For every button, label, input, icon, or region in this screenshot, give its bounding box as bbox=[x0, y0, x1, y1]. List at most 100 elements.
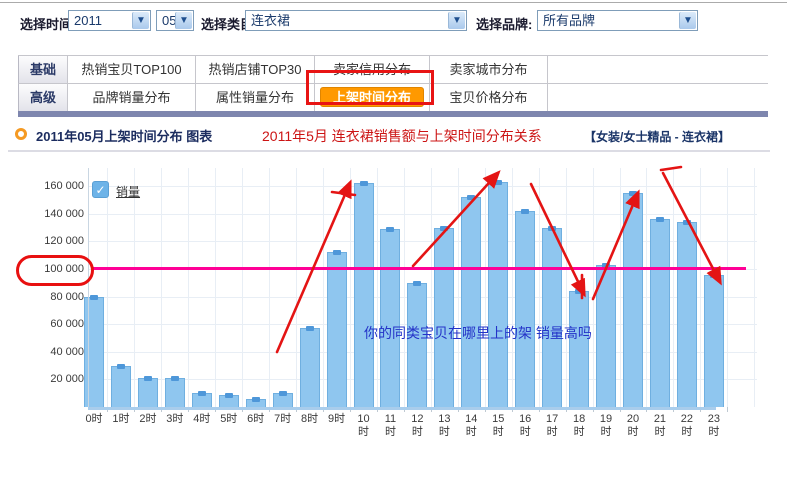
gridline-v bbox=[457, 168, 459, 407]
legend-checkbox[interactable]: ✓ bbox=[92, 181, 109, 198]
x-tick-label: 10 时 bbox=[357, 413, 370, 438]
x-tick-label: 18 时 bbox=[572, 413, 586, 438]
gridline-v bbox=[673, 168, 675, 407]
x-tick-label: 17 时 bbox=[546, 413, 559, 438]
page-title: 2011年05月上架时间分布 图表 bbox=[36, 129, 213, 144]
reference-line-100000 bbox=[93, 267, 746, 270]
bar-cap-marker bbox=[386, 226, 395, 232]
gridline-v bbox=[565, 168, 567, 407]
tab-group-basic-label: 基础 bbox=[18, 56, 68, 84]
tab-filler-advanced bbox=[548, 84, 768, 112]
chevron-down-icon[interactable]: ▼ bbox=[679, 12, 696, 29]
brand-select-value: 所有品牌 bbox=[543, 13, 596, 28]
x-tick-label: 16 时 bbox=[519, 413, 532, 438]
y-tick-label: 60 000 bbox=[50, 318, 84, 331]
x-tick-label: 0时 bbox=[85, 413, 103, 425]
gridline-v bbox=[376, 168, 378, 407]
bar-cap-marker bbox=[655, 217, 664, 223]
x-tick-label: 3时 bbox=[166, 413, 184, 425]
chevron-down-icon[interactable]: ▼ bbox=[132, 12, 149, 29]
y-tick-label: 100 000 bbox=[44, 263, 84, 275]
gridline-v bbox=[107, 168, 109, 407]
bar bbox=[596, 264, 617, 407]
bar bbox=[434, 227, 455, 407]
category-filter-label: 选择类目: bbox=[201, 17, 258, 32]
category-select[interactable]: 连衣裙 ▼ bbox=[245, 10, 467, 31]
gridline-v bbox=[161, 168, 163, 407]
x-tick-label: 21 时 bbox=[653, 413, 667, 438]
gridline-v bbox=[323, 168, 325, 407]
bar bbox=[299, 328, 320, 407]
bar bbox=[515, 211, 536, 407]
gridline-v bbox=[215, 168, 217, 407]
bar-cap-marker bbox=[305, 326, 314, 332]
bar bbox=[569, 291, 590, 407]
bar bbox=[488, 182, 509, 407]
x-tick-label: 12 时 bbox=[411, 413, 424, 438]
y-axis-line bbox=[88, 168, 89, 407]
year-select-value: 2011 bbox=[74, 13, 102, 28]
arrow-dash-icon bbox=[330, 190, 357, 197]
chevron-down-icon[interactable]: ▼ bbox=[448, 12, 465, 29]
bar-cap-marker bbox=[90, 294, 98, 300]
gridline-v bbox=[592, 168, 594, 407]
gridline-v bbox=[430, 168, 432, 407]
bar bbox=[623, 193, 643, 407]
bar-cap-marker bbox=[251, 396, 260, 402]
brand-select[interactable]: 所有品牌 ▼ bbox=[537, 10, 698, 31]
x-tick-label: 23 时 bbox=[707, 413, 720, 438]
bar-cap-marker bbox=[521, 209, 530, 215]
bar-cap-marker bbox=[709, 272, 718, 278]
tab-table: 基础 热销宝贝TOP100 热销店铺TOP30 卖家信用分布 卖家城市分布 高级… bbox=[18, 55, 768, 112]
bar-cap-marker bbox=[629, 191, 637, 197]
month-select[interactable]: 05 ▼ bbox=[156, 10, 194, 31]
x-axis-line bbox=[88, 407, 716, 410]
blue-annotation-text: 你的同类宝贝在哪里上的架 销量高吗 bbox=[364, 325, 592, 341]
gridline-v bbox=[619, 168, 621, 407]
tab-seller-city[interactable]: 卖家城市分布 bbox=[430, 56, 548, 84]
bar bbox=[542, 227, 563, 407]
x-tick-label: 2时 bbox=[139, 413, 157, 425]
tab-hot-shops-top30[interactable]: 热销店铺TOP30 bbox=[196, 56, 315, 84]
x-tick-mark bbox=[727, 407, 729, 412]
chart-area: 20 000 40 000 60 000 80 000 100 000 120 000 14… bbox=[0, 155, 787, 498]
x-tick-label: 4时 bbox=[193, 413, 211, 425]
gridline-v bbox=[754, 168, 756, 407]
bar-cap-marker bbox=[494, 180, 503, 186]
bar bbox=[407, 282, 428, 407]
bar-cap-marker bbox=[197, 391, 206, 397]
tab-brand-sales[interactable]: 品牌销量分布 bbox=[68, 84, 196, 112]
brand-filter-label: 选择品牌: bbox=[476, 17, 533, 32]
month-select-value: 05 bbox=[162, 13, 177, 28]
year-select[interactable]: 2011 ▼ bbox=[68, 10, 151, 31]
tab-item-price[interactable]: 宝贝价格分布 bbox=[430, 84, 548, 112]
bar-cap-marker bbox=[548, 225, 557, 231]
tab-listing-time-active[interactable]: 上架时间分布 bbox=[315, 84, 430, 112]
x-tick-label: 8时 bbox=[301, 413, 319, 425]
gridline-v bbox=[538, 168, 540, 407]
gridline-v bbox=[511, 168, 513, 407]
tab-filler-basic bbox=[548, 56, 768, 84]
gridline-v bbox=[296, 168, 298, 407]
bar-cap-marker bbox=[170, 376, 179, 382]
legend-label[interactable]: 销量 bbox=[116, 185, 141, 199]
bullet-icon bbox=[15, 128, 27, 140]
gridline-v bbox=[269, 168, 271, 407]
bar-cap-marker bbox=[359, 181, 368, 187]
breadcrumb-category: 【女装/女士精品 - 连衣裙】 bbox=[584, 130, 730, 144]
active-tab-button[interactable]: 上架时间分布 bbox=[319, 87, 424, 107]
tab-seller-credit[interactable]: 卖家信用分布 bbox=[315, 56, 430, 84]
bar-cap-marker bbox=[682, 220, 691, 226]
chevron-down-icon[interactable]: ▼ bbox=[175, 12, 192, 29]
x-tick-label: 15 时 bbox=[492, 413, 505, 438]
top-divider bbox=[0, 2, 787, 3]
tab-hot-items-top100[interactable]: 热销宝贝TOP100 bbox=[68, 56, 196, 84]
bar-cap-marker bbox=[278, 391, 287, 397]
category-select-value: 连衣裙 bbox=[251, 13, 291, 28]
arrow-dash-icon bbox=[659, 165, 683, 172]
red-circle-annotation bbox=[16, 255, 94, 286]
red-note-text: 2011年5月 连衣裙销售额与上架时间分布关系 bbox=[262, 128, 542, 144]
x-tick-label: 20 时 bbox=[626, 413, 640, 438]
tab-attribute-sales[interactable]: 属性销量分布 bbox=[196, 84, 315, 112]
